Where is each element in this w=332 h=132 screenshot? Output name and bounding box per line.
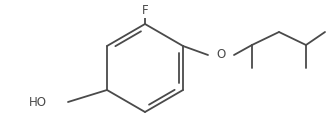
Text: HO: HO — [29, 95, 47, 109]
Text: O: O — [216, 48, 226, 62]
Text: F: F — [142, 4, 148, 16]
